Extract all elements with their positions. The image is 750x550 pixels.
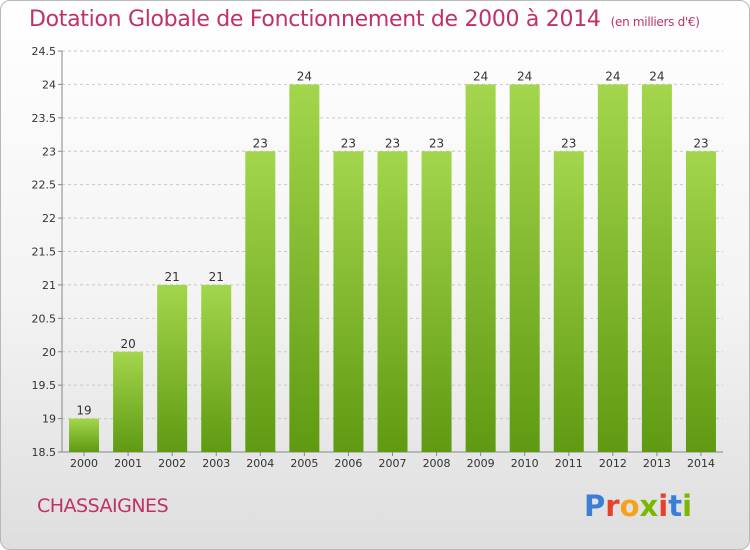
title-text: Dotation Globale de Fonctionnement de 20… bbox=[29, 7, 601, 32]
data-label: 20 bbox=[120, 337, 135, 351]
data-label: 23 bbox=[253, 136, 268, 150]
x-tick-label: 2008 bbox=[423, 457, 451, 470]
y-tick-label: 20.5 bbox=[32, 312, 57, 325]
commune-name: CHASSAIGNES bbox=[37, 495, 169, 517]
chart-title: Dotation Globale de Fonctionnement de 20… bbox=[29, 7, 700, 32]
bar-2005[interactable] bbox=[289, 84, 320, 453]
bar-2014[interactable] bbox=[685, 151, 716, 452]
bar-2012[interactable] bbox=[597, 84, 628, 453]
data-label: 24 bbox=[517, 69, 532, 83]
bar-2008[interactable] bbox=[421, 151, 452, 452]
x-tick-label: 2013 bbox=[643, 457, 671, 470]
data-label: 23 bbox=[693, 136, 708, 150]
y-tick-label: 22 bbox=[42, 212, 56, 225]
data-label: 21 bbox=[209, 270, 224, 284]
labels: 18.5 19 19.5 20 20.5 21 21.5 22 22.5 23 23.5 24 24.5… bbox=[32, 45, 715, 470]
logo-letter: o bbox=[619, 489, 640, 523]
data-label: 24 bbox=[473, 69, 488, 83]
x-tick-label: 2007 bbox=[379, 457, 407, 470]
bar-2006[interactable] bbox=[333, 151, 364, 452]
x-tick-label: 2003 bbox=[202, 457, 230, 470]
y-tick-label: 18.5 bbox=[32, 446, 57, 459]
bar-2004[interactable] bbox=[245, 151, 276, 452]
unit-label: (en milliers d'€) bbox=[610, 15, 700, 29]
y-tick-label: 19.5 bbox=[32, 379, 57, 392]
bar-2001[interactable] bbox=[113, 351, 144, 452]
bar-2009[interactable] bbox=[465, 84, 496, 453]
y-tick-label: 24 bbox=[42, 78, 56, 91]
y-tick-label: 20 bbox=[42, 346, 56, 359]
y-tick-label: 21.5 bbox=[32, 246, 57, 259]
data-label: 23 bbox=[385, 136, 400, 150]
y-tick-label: 21 bbox=[42, 279, 56, 292]
x-tick-label: 2000 bbox=[70, 457, 98, 470]
bar-2003[interactable] bbox=[201, 284, 232, 452]
x-tick-label: 2010 bbox=[511, 457, 539, 470]
data-label: 24 bbox=[605, 69, 620, 83]
data-label: 19 bbox=[76, 404, 91, 418]
data-label: 21 bbox=[165, 270, 180, 284]
bar-2000[interactable] bbox=[69, 418, 100, 452]
x-tick-label: 2004 bbox=[246, 457, 274, 470]
y-tick-label: 23 bbox=[42, 145, 56, 158]
logo-letter: i bbox=[658, 489, 669, 523]
data-label: 23 bbox=[561, 136, 576, 150]
logo-letter: x bbox=[639, 489, 659, 523]
logo-letter: P bbox=[584, 489, 606, 523]
y-tick-label: 19 bbox=[42, 413, 56, 426]
x-tick-label: 2005 bbox=[290, 457, 318, 470]
data-label: 23 bbox=[341, 136, 356, 150]
x-tick-label: 2011 bbox=[555, 457, 583, 470]
data-label: 24 bbox=[649, 69, 664, 83]
y-tick-label: 22.5 bbox=[32, 179, 57, 192]
x-tick-label: 2012 bbox=[599, 457, 627, 470]
bars bbox=[69, 84, 716, 453]
logo-letter: r bbox=[605, 489, 620, 523]
bar-2013[interactable] bbox=[641, 84, 672, 453]
data-label: 24 bbox=[297, 69, 312, 83]
bar-2011[interactable] bbox=[553, 151, 584, 452]
x-tick-label: 2006 bbox=[334, 457, 362, 470]
data-label: 23 bbox=[429, 136, 444, 150]
logo-letter: i bbox=[682, 489, 693, 523]
y-tick-label: 24.5 bbox=[32, 45, 57, 58]
bar-2007[interactable] bbox=[377, 151, 408, 452]
logo-letter: t bbox=[668, 489, 683, 523]
x-tick-label: 2002 bbox=[158, 457, 186, 470]
bar-2010[interactable] bbox=[509, 84, 540, 453]
bar-2002[interactable] bbox=[157, 284, 188, 452]
x-tick-label: 2001 bbox=[114, 457, 142, 470]
x-tick-label: 2014 bbox=[687, 457, 715, 470]
x-tick-label: 2009 bbox=[467, 457, 495, 470]
proxiti-logo[interactable]: Proxiti bbox=[584, 489, 692, 523]
y-tick-label: 23.5 bbox=[32, 112, 57, 125]
